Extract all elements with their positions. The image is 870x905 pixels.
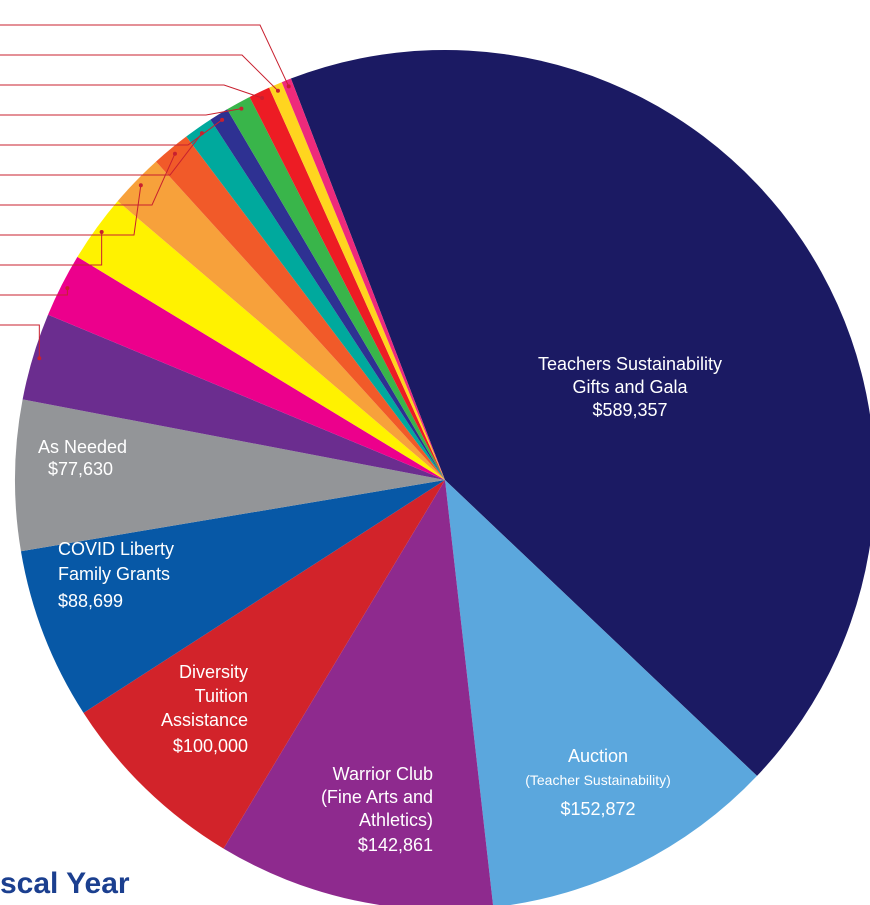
slice-label: (Teacher Sustainability) — [525, 772, 671, 788]
leader-dot — [260, 95, 265, 100]
leader-line — [0, 324, 40, 359]
slice-label: As Needed — [38, 437, 127, 457]
slice-label: Assistance — [161, 710, 248, 730]
pie-slice — [223, 480, 494, 905]
leader-dot — [37, 356, 42, 361]
value-label: $77,630 — [48, 459, 113, 479]
leader-dot — [275, 88, 280, 93]
slice-label: Auction — [568, 746, 628, 766]
leader-line — [0, 288, 68, 296]
pie — [15, 50, 870, 905]
leader-line — [0, 231, 103, 266]
value-label: $589,357 — [592, 400, 667, 420]
pie-slice — [445, 480, 758, 905]
pie-slice — [227, 96, 445, 480]
leader-lines — [0, 24, 291, 361]
pie-slice — [281, 78, 445, 480]
slice-label: (Fine Arts and — [321, 787, 433, 807]
slice-label: COVID Liberty — [58, 539, 174, 559]
pie-slice — [20, 480, 445, 713]
leader-line — [0, 119, 223, 146]
leader-line — [0, 84, 263, 99]
pie-slice — [249, 87, 445, 480]
leader-line — [0, 24, 290, 87]
leader-line — [0, 108, 242, 116]
leader-dot — [138, 183, 143, 188]
slice-label: Warrior Club — [333, 764, 433, 784]
value-label: $88,699 — [58, 591, 123, 611]
pie-slice — [186, 119, 446, 480]
leader-dot — [199, 131, 204, 136]
value-label: $152,872 — [560, 799, 635, 819]
pie-slice — [117, 161, 445, 480]
leader-dot — [286, 84, 291, 89]
chart-title: scal Year — [0, 867, 130, 900]
leader-line — [0, 153, 176, 206]
leader-dot — [99, 229, 104, 234]
pie-slice — [48, 256, 445, 480]
leader-dot — [65, 286, 70, 291]
value-label: $100,000 — [173, 736, 248, 756]
pie-slice — [269, 82, 445, 481]
pie-slice — [155, 136, 446, 480]
slice-label: Diversity — [179, 662, 248, 682]
slice-label: Family Grants — [58, 564, 170, 584]
leader-dot — [239, 106, 244, 111]
leader-line — [0, 132, 203, 176]
pie-slice — [22, 314, 445, 480]
value-label: $142,861 — [358, 835, 433, 855]
slice-label: Athletics) — [359, 810, 433, 830]
pie-slice — [83, 480, 446, 849]
pie-slice — [15, 399, 445, 552]
slice-label: Teachers Sustainability — [538, 354, 722, 374]
leader-line — [0, 185, 142, 236]
pie-slice — [290, 50, 870, 776]
leader-line — [0, 54, 279, 92]
labels: Teachers Sustainability Gifts and Gala $58… — [38, 354, 722, 855]
pie-slice — [210, 109, 445, 480]
leader-dot — [220, 117, 225, 122]
pie-slice — [77, 201, 445, 480]
slice-label: Tuition — [195, 686, 248, 706]
slice-label: Gifts and Gala — [572, 377, 688, 397]
leader-dot — [172, 151, 177, 156]
